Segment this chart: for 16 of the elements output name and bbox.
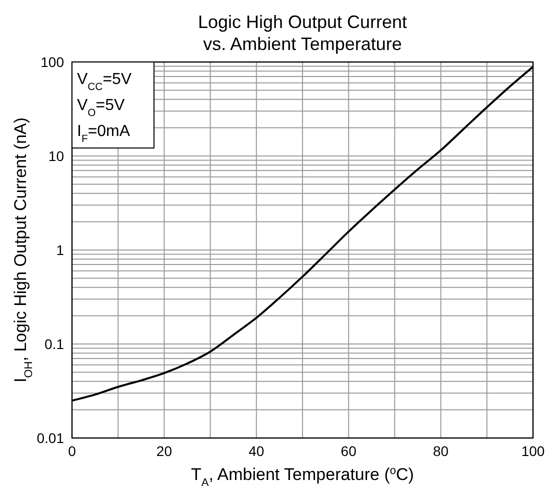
y-tick-label: 10	[48, 148, 64, 164]
y-tick-label: 1	[56, 242, 64, 258]
x-tick-label: 40	[248, 442, 264, 459]
x-tick-label: 80	[433, 442, 449, 459]
x-tick-label: 0	[68, 442, 76, 459]
y-tick-label: 0.1	[44, 336, 64, 352]
x-tick-label: 60	[340, 442, 357, 459]
chart-title: Logic High Output Current vs. Ambient Temperature	[198, 12, 408, 54]
y-tick-label: 100	[40, 54, 64, 70]
x-axis-title: T$_{A}$, Ambient Temperature ($^{o}$C)	[191, 465, 414, 486]
x-tick-label: 20	[156, 442, 172, 459]
annotation: V$_{O}$=5V	[77, 97, 126, 118]
annotation: V$_{CC}$=5V	[77, 71, 132, 92]
annotation: I$_{F}$=0mA	[77, 123, 130, 144]
y-tick-label: 0.01	[36, 430, 64, 446]
x-tick-label: 100	[521, 442, 545, 459]
